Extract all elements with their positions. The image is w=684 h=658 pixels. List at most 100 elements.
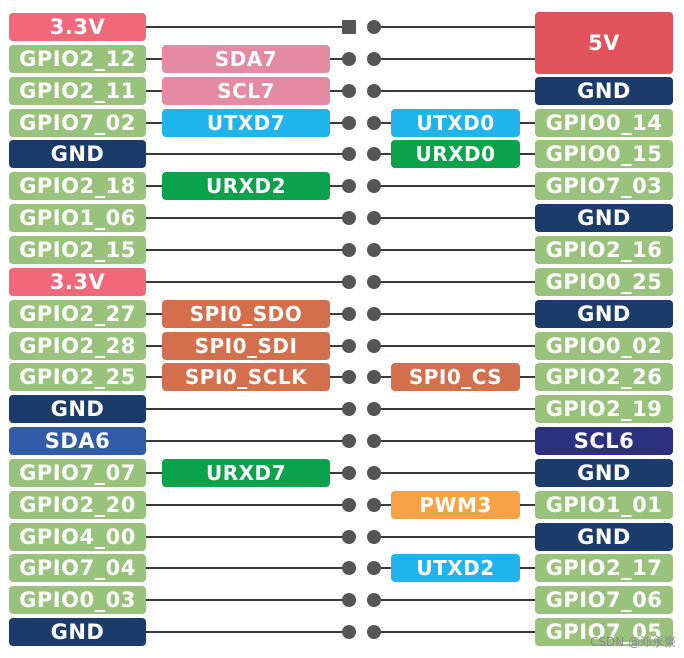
pin-even — [367, 561, 381, 576]
pin-line-right — [374, 535, 535, 538]
pin-label-left: GPIO0_03 — [9, 586, 146, 615]
pin-line-right — [374, 217, 535, 220]
pin-line-left — [146, 248, 349, 251]
pin-label-right: GND — [535, 76, 673, 105]
pin-label-left: GPIO7_02 — [9, 108, 146, 137]
pin-even — [367, 529, 381, 544]
pin-label-right: GPIO0_14 — [535, 108, 673, 137]
pin-even — [367, 402, 381, 417]
function-label-left: UTXD7 — [162, 108, 330, 137]
pin-even — [367, 274, 381, 289]
pin-even — [367, 211, 381, 226]
pin-label-right: GPIO2_19 — [535, 395, 673, 424]
pin-odd — [342, 242, 356, 257]
pin-odd — [342, 306, 356, 321]
pin-line-right — [374, 440, 535, 443]
function-label-left: SPI0_SDO — [162, 299, 330, 328]
pin-label-right: GND — [535, 299, 673, 328]
pin-even — [367, 434, 381, 449]
pin-label-left: GPIO7_04 — [9, 554, 146, 583]
pin-even — [367, 338, 381, 353]
pin-line-right — [374, 57, 535, 60]
pin-line-left — [146, 440, 349, 443]
pin-line-right — [374, 185, 535, 188]
pin-odd — [342, 497, 356, 512]
pin-odd — [342, 529, 356, 544]
pin-even — [367, 497, 381, 512]
pin-odd — [342, 338, 356, 353]
pin-label-left: GPIO2_20 — [9, 490, 146, 519]
pin-line-right — [374, 280, 535, 283]
pin-1-square — [342, 20, 356, 34]
pin-odd — [342, 51, 356, 66]
pin-line-right — [374, 248, 535, 251]
pin-even — [367, 593, 381, 608]
function-label-right: UTXD0 — [391, 108, 520, 137]
pin-line-left — [146, 599, 349, 602]
pin-line-right — [374, 312, 535, 315]
pin-label-right-5v: 5V — [535, 12, 673, 74]
function-label-right: PWM3 — [391, 490, 520, 519]
pin-line-right — [374, 89, 535, 92]
pin-odd — [342, 83, 356, 98]
pin-odd — [342, 274, 356, 289]
function-label-right: SPI0_CS — [391, 363, 520, 392]
pin-line-right — [374, 599, 535, 602]
pin-label-left: SDA6 — [9, 427, 146, 456]
pin-label-right: GND — [535, 204, 673, 233]
pin-line-left — [146, 26, 349, 28]
function-label-left: URXD7 — [162, 458, 330, 487]
pin-odd — [342, 434, 356, 449]
pin-label-right: GPIO0_02 — [535, 331, 673, 360]
pin-line-left — [146, 567, 349, 570]
pin-line-right — [374, 631, 535, 634]
pin-label-right: GPIO0_15 — [535, 140, 673, 169]
pin-label-right: GPIO7_05 — [535, 618, 673, 647]
pin-label-left: GPIO1_06 — [9, 204, 146, 233]
pin-label-left: GPIO2_15 — [9, 235, 146, 264]
pin-label-right: GPIO1_01 — [535, 490, 673, 519]
pin-odd — [342, 147, 356, 162]
pin-label-left: GND — [9, 140, 146, 169]
pin-label-left: 3.3V — [9, 13, 146, 41]
pin-line-left — [146, 153, 349, 156]
pin-even — [367, 51, 381, 66]
pin-label-right: GPIO7_03 — [535, 172, 673, 201]
pin-line-right — [374, 408, 535, 411]
pin-label-left: GPIO2_12 — [9, 44, 146, 73]
pin-label-left: GPIO4_00 — [9, 522, 146, 551]
pin-odd — [342, 115, 356, 130]
pin-label-left: GND — [9, 395, 146, 424]
pin-even — [367, 242, 381, 257]
pin-odd — [342, 625, 356, 640]
pin-line-left — [146, 408, 349, 411]
pin-label-right: GND — [535, 522, 673, 551]
pin-line-right — [374, 26, 535, 28]
pin-label-left: GPIO2_18 — [9, 172, 146, 201]
pin-line-left — [146, 217, 349, 220]
pin-line-right — [374, 471, 535, 474]
pin-line-left — [146, 503, 349, 506]
pin-odd — [342, 211, 356, 226]
pin-even — [367, 179, 381, 194]
pin-label-right: GND — [535, 458, 673, 487]
pin-label-left: GPIO2_28 — [9, 331, 146, 360]
pin-line-left — [146, 535, 349, 538]
pin-odd — [342, 593, 356, 608]
pin-even — [367, 465, 381, 480]
function-label-left: SCL7 — [162, 76, 330, 105]
pin-even — [367, 115, 381, 130]
function-label-left: SPI0_SCLK — [162, 363, 330, 392]
pin-even — [367, 83, 381, 98]
function-label-left: SPI0_SDI — [162, 331, 330, 360]
pin-label-right: GPIO2_17 — [535, 554, 673, 583]
pin-label-left: GND — [9, 618, 146, 647]
pin-odd — [342, 561, 356, 576]
pin-label-right: SCL6 — [535, 427, 673, 456]
pin-odd — [342, 465, 356, 480]
pin-even — [367, 306, 381, 321]
pin-label-right: GPIO7_06 — [535, 586, 673, 615]
pin-odd — [342, 370, 356, 385]
pin-label-right: GPIO2_26 — [535, 363, 673, 392]
function-label-left: URXD2 — [162, 172, 330, 201]
